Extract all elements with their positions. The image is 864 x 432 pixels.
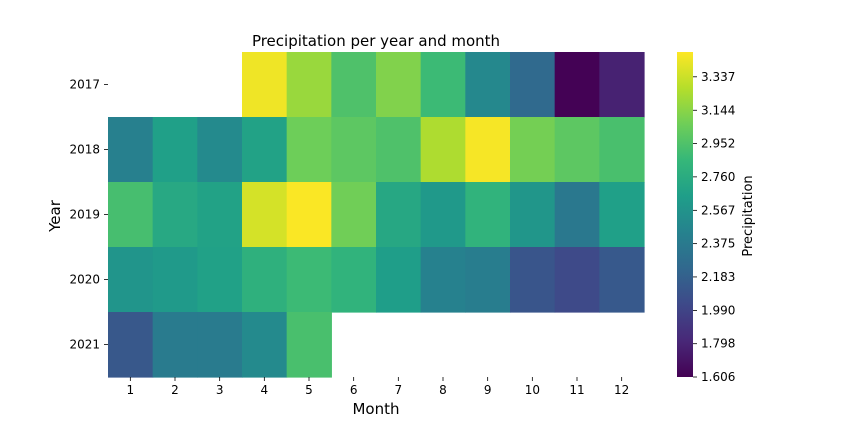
colorbar-tick-label: 3.337 — [701, 70, 735, 84]
heatmap-cell — [599, 182, 645, 248]
heatmap-cell — [331, 52, 377, 118]
heatmap-cell — [554, 117, 600, 183]
heatmap-cell — [510, 247, 556, 313]
colorbar-tick-label: 2.183 — [701, 270, 735, 284]
y-tick-label: 2018 — [69, 143, 100, 157]
colorbar-ticks: 1.606 1.798 1.990 2.183 2.375 2.567 2.760 2.952… — [693, 70, 735, 384]
heatmap-cell — [420, 182, 466, 248]
heatmap-cell — [286, 52, 332, 118]
heatmap-cell — [152, 117, 198, 183]
y-axis-ticks: 2017 2018 2019 2020 2021 — [69, 78, 108, 352]
x-axis-ticks: 1 2 3 4 5 6 7 8 9 10 11 12 — [127, 377, 629, 397]
heatmap-cell — [420, 52, 466, 118]
y-tick-label: 2017 — [69, 78, 100, 92]
x-tick-label: 9 — [484, 383, 492, 397]
colorbar-tick-label: 2.952 — [701, 137, 735, 151]
heatmap-cell — [465, 247, 511, 313]
heatmap-cell — [286, 182, 332, 248]
heatmap-cell — [152, 312, 198, 378]
heatmap-cell — [599, 52, 645, 118]
heatmap-cell — [510, 182, 556, 248]
heatmap-cell — [108, 312, 154, 378]
heatmap-cell — [152, 247, 198, 313]
heatmap-cell — [554, 182, 600, 248]
heatmap-cell — [242, 52, 288, 118]
y-tick-label: 2021 — [69, 338, 100, 352]
x-tick-label: 10 — [525, 383, 540, 397]
heatmap-cell — [286, 117, 332, 183]
heatmap-cell — [331, 247, 377, 313]
x-tick-label: 7 — [395, 383, 403, 397]
heatmap-cell — [331, 182, 377, 248]
colorbar-tick-label: 2.567 — [701, 203, 735, 217]
x-tick-label: 12 — [614, 383, 629, 397]
y-tick-label: 2020 — [69, 273, 100, 287]
heatmap-cell — [465, 52, 511, 118]
heatmap-cell — [510, 52, 556, 118]
heatmap-cell — [197, 247, 243, 313]
colorbar-tick-label: 2.760 — [701, 170, 735, 184]
heatmap-cell — [376, 52, 422, 118]
colorbar-tick-label: 1.990 — [701, 303, 735, 317]
heatmap-cell — [197, 312, 243, 378]
heatmap-cell — [420, 247, 466, 313]
x-tick-label: 1 — [127, 383, 135, 397]
y-axis-label: Year — [46, 199, 64, 233]
heatmap-cell — [465, 117, 511, 183]
x-tick-label: 8 — [439, 383, 447, 397]
heatmap-cell — [286, 247, 332, 313]
x-tick-label: 3 — [216, 383, 224, 397]
heatmap-cell — [376, 247, 422, 313]
heatmap-cell — [286, 312, 332, 378]
heatmap-cell — [242, 312, 288, 378]
colorbar-tick-label: 1.798 — [701, 337, 735, 351]
heatmap-cell — [376, 182, 422, 248]
heatmap-cell — [197, 117, 243, 183]
heatmap-cell — [242, 117, 288, 183]
heatmap-cell — [554, 247, 600, 313]
x-axis-label: Month — [352, 400, 399, 418]
heatmap-cell — [376, 117, 422, 183]
x-tick-label: 4 — [261, 383, 269, 397]
colorbar-tick-label: 2.375 — [701, 237, 735, 251]
heatmap-cell — [331, 117, 377, 183]
y-tick-label: 2019 — [69, 208, 100, 222]
heatmap-cell — [420, 117, 466, 183]
x-tick-label: 11 — [569, 383, 584, 397]
colorbar — [677, 52, 693, 377]
colorbar-tick-label: 3.144 — [701, 103, 735, 117]
heatmap-cell — [108, 182, 154, 248]
heatmap-cell — [465, 182, 511, 248]
x-tick-label: 2 — [171, 383, 179, 397]
heatmap-cell — [599, 117, 645, 183]
heatmap-cell — [197, 182, 243, 248]
heatmap-cell — [510, 117, 556, 183]
x-tick-label: 6 — [350, 383, 358, 397]
heatmap-cell — [108, 247, 154, 313]
heatmap-cell — [599, 247, 645, 313]
heatmap-cell — [554, 52, 600, 118]
chart-title: Precipitation per year and month — [252, 32, 500, 50]
heatmap-cell — [108, 117, 154, 183]
heatmap-cell — [242, 247, 288, 313]
colorbar-label: Precipitation — [741, 175, 756, 256]
x-tick-label: 5 — [305, 383, 313, 397]
heatmap-cell — [152, 182, 198, 248]
heatmap-cell — [242, 182, 288, 248]
colorbar-tick-label: 1.606 — [701, 370, 735, 384]
heatmap-cells — [108, 52, 645, 378]
